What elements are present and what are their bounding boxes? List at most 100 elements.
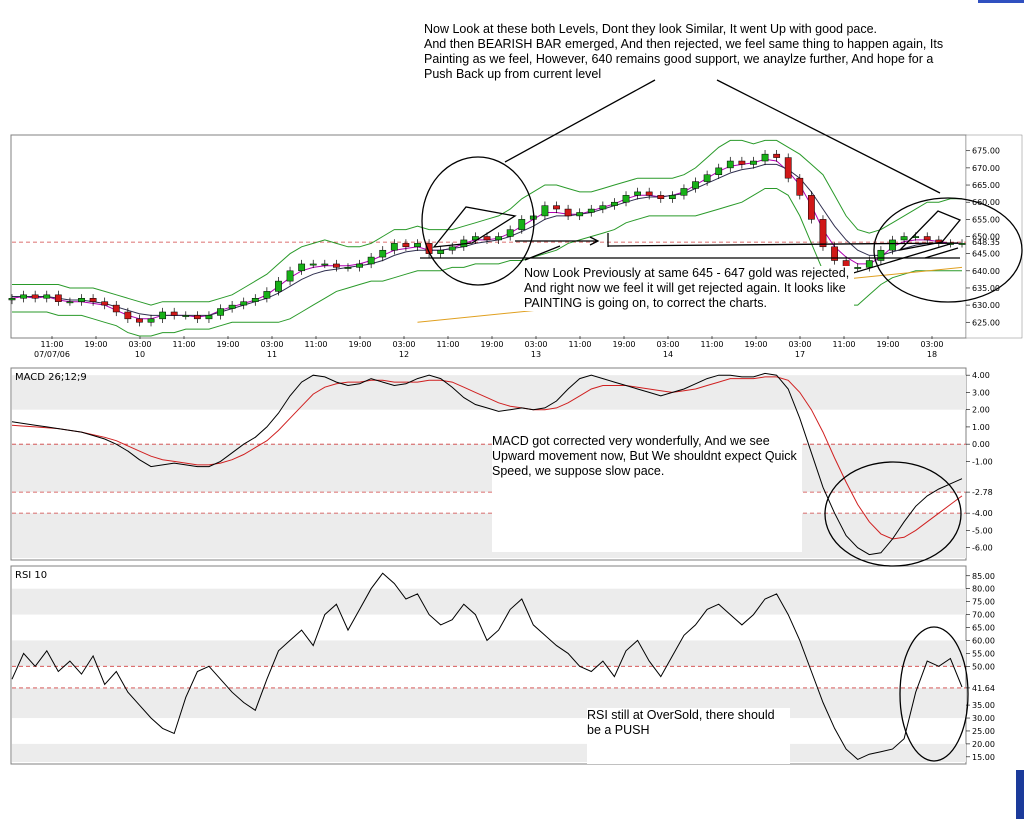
candle-body [251,298,259,302]
candle-body [553,205,560,210]
price-x-tick-time: 03:00 [392,340,415,349]
circle-previous-top [421,156,535,286]
annotation-rsi: RSI still at OverSold, there should be a… [587,708,790,764]
candle-body [564,208,572,217]
candle-body [692,181,699,189]
price-x-tick-time: 03:00 [920,340,943,349]
rsi-y-tick-label: 75.00 [972,598,995,607]
candle-body [159,311,167,320]
candle-body [402,243,410,248]
candle-body [275,280,282,292]
candle-body [147,318,155,323]
candle-body [854,267,862,269]
rsi-y-tick-label: 25.00 [972,727,995,736]
candle-body [865,260,873,268]
candle-body [657,195,665,200]
macd-band [12,444,966,493]
price-x-tick-time: 19:00 [876,340,899,349]
candle-body [889,239,896,251]
macd-y-tick-label: -6.00 [972,544,993,553]
candle-body [645,191,653,196]
macd-y-tick-label: 4.00 [972,371,990,380]
candle-body [715,167,723,175]
candle-body [807,195,815,220]
rsi-line [11,572,963,760]
candle-body [286,270,294,282]
price-panel: 675.00 670.00 665.00 660.00 655.00 650.00 645.… [8,134,1023,359]
candle-body [495,236,502,241]
candle-body [309,263,317,266]
rsi-y-tick-label: 85.00 [972,572,995,581]
price-x-tick-date: 18 [927,350,937,359]
pointer-line-right [716,79,941,194]
bottom-margin [0,766,1024,819]
candle-body [240,301,248,306]
rsi-y-tick-label: 50.00 [972,662,995,671]
price-y-tick-label: 655.00 [972,215,1000,224]
candle-body [819,219,827,248]
candle-body [124,311,132,320]
annotation-drawings [420,79,1023,762]
price-x-tick-time: 03:00 [524,340,547,349]
candle-body [228,304,236,309]
candle-body [576,212,584,217]
rsi-y-tick-label: 41.64 [972,684,995,693]
price-x-tick-date: 11 [267,350,277,359]
corner-mark-bottom [1016,770,1024,819]
candle-body [900,236,908,241]
candle-body [634,191,642,196]
price-x-tick-date: 10 [135,350,145,359]
candle-body [877,249,885,261]
circle-current-top [873,197,1023,303]
price-x-tick-time: 03:00 [128,340,151,349]
price-x-tick-date: 07/07/06 [34,350,70,359]
circle-macd-trough [824,461,962,567]
candle-body [414,243,421,248]
candle-body [680,188,688,196]
price-x-tick-time: 11:00 [436,340,459,349]
macd-y-tick-label: -1.00 [972,457,993,466]
candle-body [182,315,190,317]
candle-body [390,243,398,251]
price-bb_upper-line [12,139,962,306]
macd-y-tick-label: 1.00 [972,423,990,432]
rsi-y-tick-label: 20.00 [972,740,995,749]
price-x-tick-time: 11:00 [40,340,63,349]
candle-body [263,291,271,299]
candle-body [344,267,352,269]
price-y-tick-label: 630.00 [972,301,1000,310]
price-y-tick-label: 675.00 [972,147,1000,156]
candle-body [541,205,549,217]
candle-body [796,177,804,196]
resistance-line-long [607,242,959,247]
price-x-tick-time: 19:00 [480,340,503,349]
candle-body [726,160,734,169]
price-x-tick-time: 19:00 [612,340,635,349]
price-y-tick-label: 665.00 [972,181,1000,190]
price-x-tick-time: 11:00 [700,340,723,349]
candle-body [20,294,27,299]
price-x-tick-date: 14 [663,350,673,359]
price-bb_lower-line [12,188,962,337]
candle-body [506,229,514,237]
macd-band [12,375,966,410]
price-axis-strip [965,134,1023,339]
rsi-y-tick-label: 15.00 [972,753,995,762]
pointer-middle-left [524,245,561,261]
arrow-line-right [924,247,959,259]
candle-body [78,298,85,302]
macd-panel: MACD 26;12;9 4.00 3.00 2.00 1.00 0.00 -1.00 -2… [10,367,993,561]
candle-body [738,160,746,165]
price-y-tick-label: 670.00 [972,164,1000,173]
rsi-y-tick-label: 60.00 [972,636,995,645]
candle-body [750,160,757,165]
price-x-tick-time: 11:00 [568,340,591,349]
price-y-tick-label: 635.00 [972,284,1000,293]
price-x-tick-date: 17 [795,350,805,359]
candle-body [599,205,607,210]
rsi-band [12,640,966,667]
rsi-panel: RSI 10 85.00 80.00 75.00 70.00 65.00 60.00 55.… [10,565,995,765]
candle-body [483,236,491,241]
price-x-tick-time: 19:00 [744,340,767,349]
rsi-y-tick-label: 80.00 [972,585,995,594]
